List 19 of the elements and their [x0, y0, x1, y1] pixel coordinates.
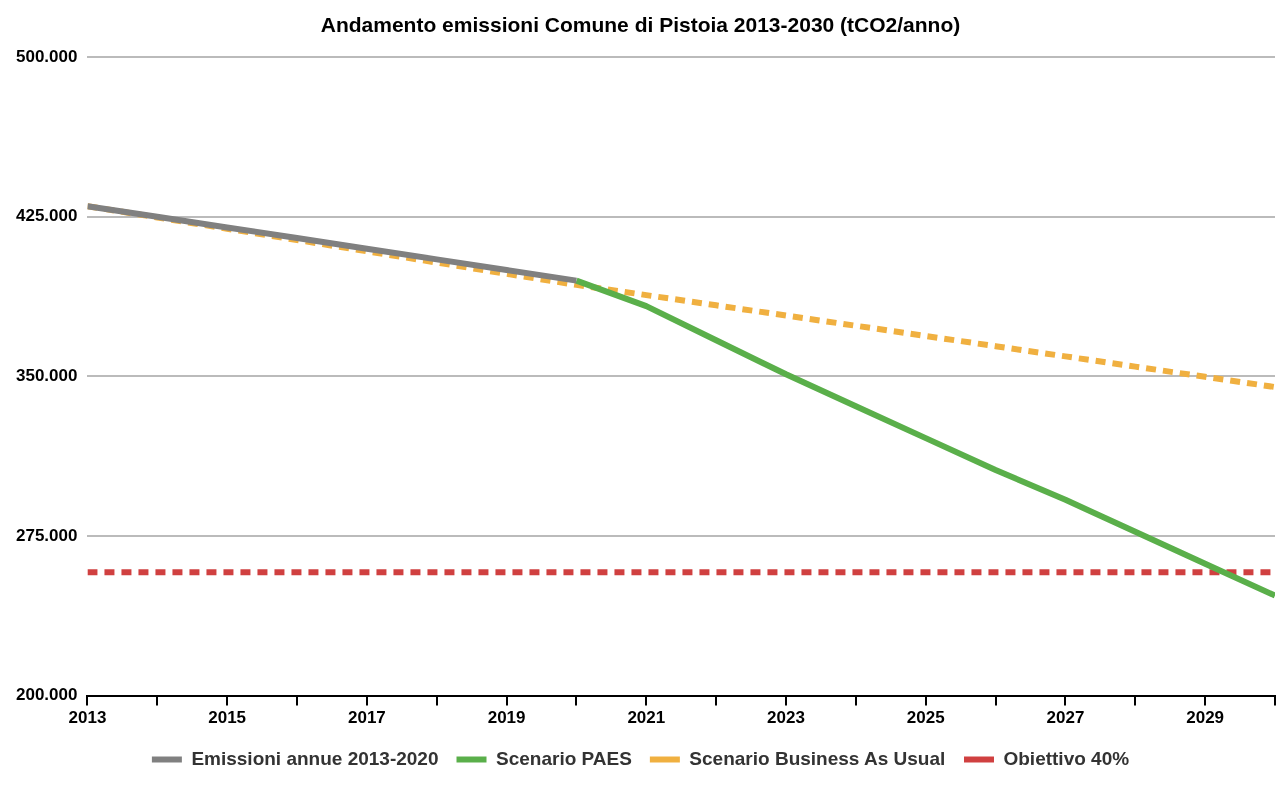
y-tick-label: 350.000: [16, 366, 78, 386]
x-tick-label: 2029: [1186, 708, 1225, 728]
x-tick-label: 2027: [1046, 708, 1085, 728]
x-tick-label: 2013: [68, 708, 107, 728]
x-tick-label: 2023: [767, 708, 805, 728]
chart-title: Andamento emissioni Comune di Pistoia 2013-2030 (tCO2/anno): [320, 13, 961, 37]
legend-label: Scenario PAES: [496, 747, 632, 769]
y-tick-label: 200.000: [16, 685, 78, 705]
x-tick-label: 2015: [208, 708, 247, 728]
y-tick-label: 425.000: [16, 206, 78, 226]
x-tick-label: 2021: [627, 708, 666, 728]
y-tick-label: 500.000: [16, 46, 78, 66]
y-tick-label: 275.000: [16, 525, 78, 545]
x-tick-label: 2017: [347, 708, 386, 728]
x-tick-label: 2025: [906, 708, 945, 728]
x-tick-label: 2019: [487, 708, 526, 728]
legend-label: Scenario Business As Usual: [689, 747, 946, 769]
legend-label: Obiettivo 40%: [1003, 747, 1130, 769]
legend-label: Emissioni annue 2013-2020: [191, 747, 439, 769]
